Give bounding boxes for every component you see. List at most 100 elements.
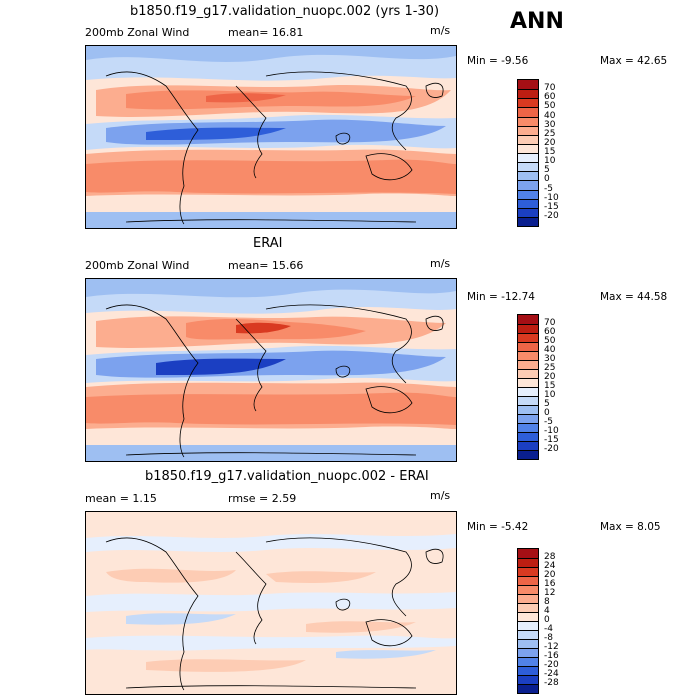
panel3-map (85, 511, 457, 695)
colorbar-cell (518, 378, 538, 387)
panel1-min: Min = -9.56 (467, 55, 529, 67)
colorbar-tick-label: 5 (544, 165, 550, 176)
panel3-band (86, 534, 456, 552)
colorbar-cell (518, 387, 538, 396)
panel1-coastlines (105, 71, 444, 225)
colorbar-cell (518, 549, 538, 558)
colorbar-tick-label: 0 (544, 615, 550, 625)
colorbar-cell (518, 116, 538, 126)
panel2-mean: mean= 15.66 (228, 259, 304, 272)
panel3-units: m/s (430, 489, 451, 502)
colorbar-tick-label: 60 (544, 327, 556, 337)
colorbar-cell (518, 423, 538, 432)
panel2-coastlines (105, 304, 444, 458)
panel1-band (86, 54, 456, 76)
colorbar-tick-label: 40 (544, 110, 556, 121)
panel2-jet-core (236, 322, 291, 334)
colorbar-tick-label: -20 (544, 444, 559, 454)
colorbar-cell (518, 630, 538, 639)
colorbar-tick-label: -5 (544, 417, 553, 427)
colorbar-tick-label: -4 (544, 624, 553, 634)
colorbar-cell (518, 567, 538, 576)
colorbar-tick-label: -20 (544, 210, 559, 221)
colorbar-tick-label: 0 (544, 408, 550, 418)
colorbar-tick-label: 20 (544, 570, 556, 580)
colorbar-tick-label: 10 (544, 156, 556, 167)
colorbar-cell (518, 621, 538, 630)
panel1-max: Max = 42.65 (600, 55, 668, 67)
colorbar-cell (518, 414, 538, 423)
panel1-mean: mean= 16.81 (228, 26, 304, 39)
colorbar-tick-label: 30 (544, 354, 556, 364)
colorbar-cell (518, 684, 538, 693)
panel3-band (86, 635, 456, 651)
panel1-easterly-core (146, 127, 286, 140)
colorbar-cell (518, 80, 538, 90)
colorbar-cell (518, 125, 538, 135)
colorbar-cell (518, 603, 538, 612)
colorbar-tick-label: -12 (544, 642, 559, 652)
colorbar-cell (518, 585, 538, 594)
colorbar-cell (518, 198, 538, 208)
colorbar-tick-label: 25 (544, 128, 556, 139)
colorbar-cell (518, 594, 538, 603)
panel2-colorbar (517, 314, 539, 460)
panel2-band (86, 426, 456, 449)
colorbar-tick-label: -16 (544, 651, 559, 661)
panel1-title: b1850.f19_g17.validation_nuopc.002 (yrs … (130, 4, 440, 19)
panel2-units: m/s (430, 257, 451, 270)
colorbar-cell (518, 107, 538, 117)
panel2-map (85, 278, 457, 462)
panel3-band (266, 571, 376, 583)
panel1-jet-core (206, 93, 286, 103)
panel2-title: ERAI (253, 236, 283, 251)
panel3-max: Max = 8.05 (600, 521, 661, 533)
colorbar-cell (518, 162, 538, 172)
panel3-mean: mean = 1.15 (85, 492, 157, 505)
colorbar-cell (518, 450, 538, 459)
colorbar-cell (518, 657, 538, 666)
panel1-variable: 200mb Zonal Wind (85, 26, 190, 39)
panel2-map-svg (86, 279, 456, 461)
colorbar-tick-label: -10 (544, 192, 559, 203)
panel3-map-svg (86, 512, 456, 694)
panel3-coastlines (105, 537, 444, 691)
colorbar-cell (518, 153, 538, 163)
season-label: ANN (510, 9, 564, 34)
colorbar-tick-label: -24 (544, 669, 559, 679)
colorbar-cell (518, 342, 538, 351)
colorbar-tick-label: -15 (544, 201, 559, 212)
panel3-band (306, 621, 416, 633)
colorbar-tick-label: 0 (544, 174, 550, 185)
panel1-jet-north (126, 90, 416, 110)
panel3-band (86, 592, 456, 612)
colorbar-tick-label: 30 (544, 119, 556, 130)
colorbar-cell (518, 189, 538, 199)
colorbar-tick-label: 24 (544, 561, 556, 571)
panel2-jet-south (86, 392, 456, 425)
colorbar-cell (518, 351, 538, 360)
colorbar-tick-label: 70 (544, 318, 556, 328)
colorbar-tick-label: 50 (544, 101, 556, 112)
colorbar-cell (518, 369, 538, 378)
colorbar-cell (518, 89, 538, 99)
colorbar-tick-label: 28 (544, 552, 556, 562)
panel1-units: m/s (430, 24, 451, 37)
colorbar-cell (518, 324, 538, 333)
colorbar-cell (518, 134, 538, 144)
colorbar-tick-label: 8 (544, 597, 550, 607)
colorbar-cell (518, 216, 538, 226)
panel3-band (106, 568, 236, 583)
colorbar-cell (518, 612, 538, 621)
colorbar-cell (518, 558, 538, 567)
panel2-band (86, 289, 456, 311)
colorbar-tick-label: 60 (544, 92, 556, 103)
colorbar-tick-label: 12 (544, 588, 556, 598)
panel2-min: Min = -12.74 (467, 291, 535, 303)
panel2-max: Max = 44.58 (600, 291, 668, 303)
colorbar-tick-label: 20 (544, 137, 556, 148)
panel2-variable: 200mb Zonal Wind (85, 259, 190, 272)
panel1-jet-south (86, 159, 456, 194)
panel2-easterly-core (156, 358, 286, 375)
colorbar-cell (518, 666, 538, 675)
